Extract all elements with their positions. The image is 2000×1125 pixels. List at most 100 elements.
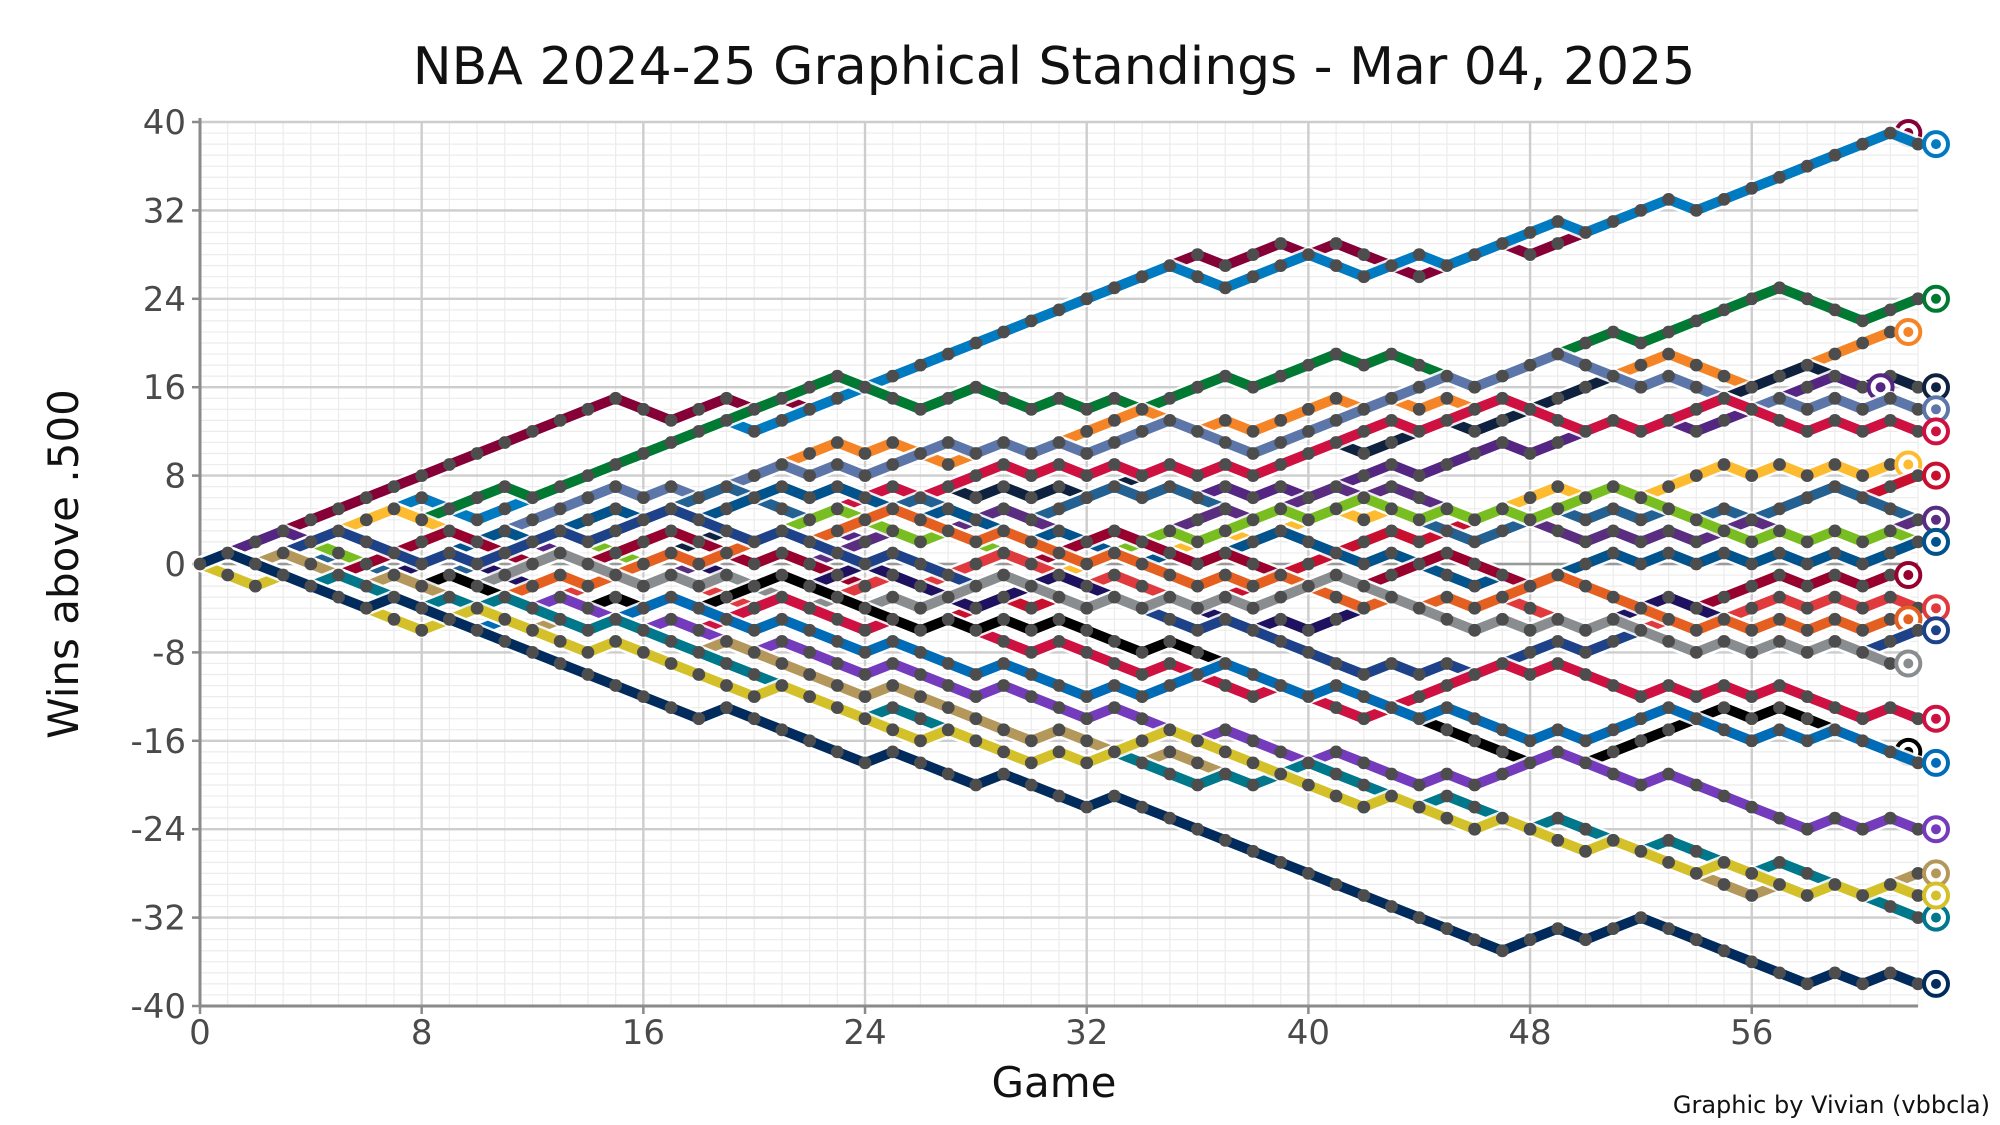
game-point	[1108, 590, 1121, 604]
game-point	[1108, 414, 1121, 427]
game-point	[1440, 568, 1454, 582]
game-point	[1218, 679, 1232, 692]
game-point	[1883, 878, 1897, 891]
game-point	[1329, 878, 1343, 891]
game-point	[1274, 635, 1288, 648]
game-point	[914, 557, 927, 571]
game-point	[1246, 447, 1260, 460]
game-point	[1883, 325, 1897, 339]
game-point	[637, 601, 650, 615]
game-point	[1689, 646, 1703, 659]
game-point	[1828, 568, 1842, 582]
game-point	[1828, 524, 1842, 538]
game-point	[997, 502, 1010, 516]
game-point	[637, 513, 650, 527]
game-point	[1773, 679, 1786, 692]
game-point	[720, 590, 733, 604]
game-point	[1191, 579, 1204, 593]
game-point	[858, 579, 872, 593]
game-point	[1773, 723, 1786, 737]
game-point	[969, 336, 983, 350]
game-point	[1163, 259, 1177, 272]
game-point	[470, 491, 484, 505]
game-point	[1163, 480, 1177, 493]
game-point	[803, 646, 816, 659]
game-point	[1329, 590, 1343, 604]
game-point	[1440, 259, 1454, 272]
game-point	[332, 590, 345, 604]
game-point	[1606, 723, 1620, 737]
game-point	[1523, 447, 1537, 460]
y-tick-label: 24	[143, 280, 186, 320]
game-point	[1551, 391, 1565, 405]
game-point	[1108, 480, 1121, 493]
game-point	[1080, 601, 1094, 615]
game-point	[775, 391, 789, 405]
game-point	[498, 524, 512, 538]
game-point	[1579, 756, 1592, 770]
game-point	[1218, 369, 1232, 383]
game-point	[526, 601, 539, 615]
game-point	[1523, 248, 1537, 261]
game-point	[1024, 646, 1038, 659]
game-point	[664, 590, 678, 604]
game-point	[1551, 833, 1565, 847]
game-point	[692, 557, 706, 571]
game-point	[1773, 502, 1786, 516]
game-point	[526, 646, 539, 659]
game-point	[803, 402, 816, 416]
game-point	[1080, 579, 1094, 593]
game-point	[1606, 325, 1620, 339]
game-point	[1052, 458, 1066, 471]
game-point	[1745, 380, 1759, 394]
game-point	[1052, 679, 1066, 692]
game-point	[1357, 756, 1371, 770]
game-point	[1440, 657, 1454, 670]
game-point	[1634, 535, 1648, 549]
game-point	[1883, 546, 1897, 560]
game-point	[1856, 380, 1869, 394]
game-point	[1856, 137, 1869, 151]
game-point	[581, 646, 595, 659]
game-point	[914, 646, 927, 659]
game-point	[470, 623, 484, 637]
game-point	[1412, 380, 1426, 394]
game-point	[886, 590, 900, 604]
game-point	[1856, 535, 1869, 549]
team-logo-icon-center	[1875, 382, 1886, 393]
game-point	[1689, 778, 1703, 792]
game-point	[526, 579, 539, 593]
game-point	[415, 601, 429, 615]
tick-labels: 0 8 16 24 32 40 48 56 -40 -32 -24 -16 -8 0 8 16 24 32 40	[130, 103, 1773, 1053]
game-point	[1246, 491, 1260, 505]
game-point	[997, 657, 1010, 670]
game-point	[1579, 933, 1592, 947]
game-point	[1163, 612, 1177, 626]
game-point	[553, 480, 567, 493]
game-point	[1883, 745, 1897, 759]
game-point	[941, 524, 955, 538]
game-point	[1440, 789, 1454, 803]
game-point	[1246, 380, 1260, 394]
game-point	[1496, 657, 1509, 670]
game-point	[1302, 513, 1315, 527]
team-logo-icon-center	[1931, 293, 1941, 304]
game-point	[1828, 480, 1842, 493]
game-point	[720, 635, 733, 648]
game-point	[1440, 369, 1454, 383]
game-point	[1662, 679, 1675, 692]
game-point	[1856, 336, 1869, 350]
game-point	[1883, 966, 1897, 980]
game-point	[443, 546, 456, 560]
game-point	[1218, 767, 1232, 781]
game-point	[1052, 590, 1066, 604]
game-point	[1883, 458, 1897, 471]
game-point	[997, 723, 1010, 737]
game-point	[1579, 579, 1592, 593]
game-point	[1634, 911, 1648, 924]
game-point	[830, 458, 844, 471]
game-point	[609, 679, 622, 692]
game-point	[1218, 723, 1232, 737]
game-point	[1551, 723, 1565, 737]
game-point	[914, 601, 927, 615]
